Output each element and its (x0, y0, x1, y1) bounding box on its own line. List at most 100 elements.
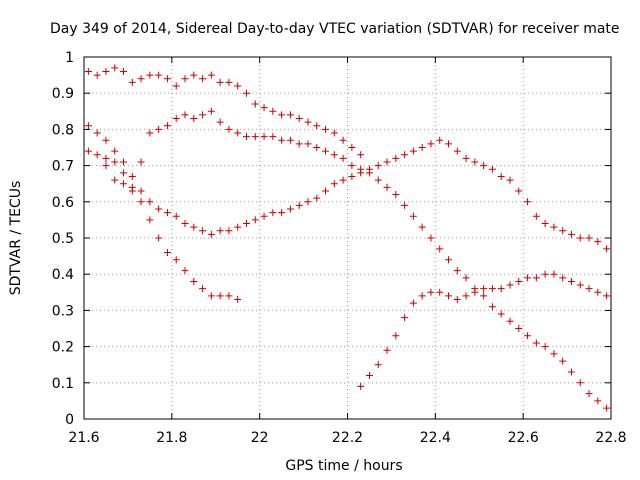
data-point (480, 292, 488, 300)
data-point (401, 201, 409, 209)
data-point (93, 71, 101, 79)
data-point (515, 187, 523, 195)
data-point (286, 136, 294, 144)
x-tick-label: 22.2 (332, 430, 363, 446)
y-axis-label: SDTVAR / TECUs (8, 181, 24, 296)
data-point (102, 162, 110, 170)
data-point (260, 212, 268, 220)
data-point (207, 71, 215, 79)
x-tick-label: 21.6 (68, 430, 99, 446)
data-point (550, 270, 558, 278)
data-point (559, 227, 567, 235)
y-tick-label: 0.1 (52, 376, 74, 392)
data-point (84, 122, 92, 130)
data-point (330, 129, 338, 137)
data-point (137, 198, 145, 206)
data-point (225, 125, 233, 133)
data-point (409, 147, 417, 155)
data-point (497, 310, 505, 318)
data-point (427, 288, 435, 296)
data-point (401, 151, 409, 159)
data-point (172, 212, 180, 220)
data-point (348, 144, 356, 151)
data-point (322, 147, 330, 155)
data-point (304, 198, 312, 206)
data-point (445, 140, 453, 148)
data-point (330, 151, 338, 159)
x-tick-label: 22.6 (508, 430, 539, 446)
data-point (286, 205, 294, 213)
data-point (163, 75, 171, 83)
data-point (146, 71, 154, 79)
data-point (111, 158, 119, 166)
data-point (418, 223, 426, 231)
data-point (163, 248, 171, 256)
data-point (365, 372, 373, 380)
data-point (374, 361, 382, 369)
data-point (286, 111, 294, 119)
data-point (146, 216, 154, 224)
data-point (524, 274, 532, 282)
x-tick-label: 22.8 (595, 430, 626, 446)
data-point (172, 82, 180, 90)
data-point (128, 78, 136, 86)
data-point (532, 212, 540, 220)
data-point (497, 172, 505, 180)
data-point (462, 292, 470, 300)
data-point (339, 154, 347, 162)
data-point (304, 140, 312, 148)
data-point (401, 314, 409, 322)
data-point (357, 382, 365, 390)
data-point (550, 350, 558, 358)
data-point (436, 288, 444, 296)
data-point (207, 230, 215, 238)
data-point (576, 234, 584, 242)
data-point (146, 198, 154, 206)
data-point (330, 180, 338, 188)
data-point (603, 404, 611, 412)
data-point (146, 129, 154, 137)
data-point (120, 67, 128, 75)
data-point (181, 267, 189, 275)
y-tick-label: 0.5 (52, 231, 74, 247)
data-point (559, 357, 567, 365)
data-point (172, 256, 180, 264)
data-point (418, 292, 426, 300)
data-point (585, 234, 593, 242)
data-point (111, 147, 119, 155)
data-point (567, 277, 575, 285)
data-point (295, 140, 303, 148)
data-point (304, 118, 312, 126)
data-point (225, 292, 233, 300)
data-point (322, 125, 330, 133)
data-point (585, 390, 593, 398)
data-point (506, 176, 514, 184)
data-point (567, 230, 575, 238)
data-point (550, 223, 558, 231)
y-tick-label: 0 (65, 412, 74, 428)
chart-title: Day 349 of 2014, Sidereal Day-to-day VTE… (50, 21, 620, 37)
data-markers (84, 64, 611, 412)
data-point (524, 332, 532, 340)
data-point (594, 397, 602, 405)
data-point (260, 133, 268, 141)
data-point (348, 162, 356, 170)
data-point (199, 111, 207, 119)
data-point (357, 151, 365, 159)
data-point (348, 172, 356, 180)
data-point (137, 158, 145, 166)
data-point (120, 158, 128, 166)
y-tick-label: 0.9 (52, 86, 74, 102)
data-point (541, 270, 549, 278)
y-tick-label: 0.2 (52, 340, 74, 356)
data-point (506, 281, 514, 289)
data-point (488, 303, 496, 311)
y-tick-label: 1 (65, 50, 74, 66)
data-point (515, 277, 523, 285)
y-tick-label: 0.8 (52, 122, 74, 138)
data-point (155, 125, 163, 133)
data-point (278, 209, 286, 217)
data-point (155, 71, 163, 79)
data-point (190, 115, 198, 123)
data-point (216, 78, 224, 86)
